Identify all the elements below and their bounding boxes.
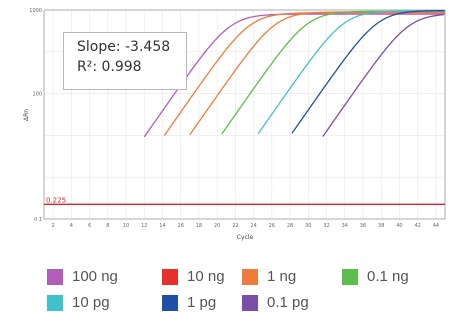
legend-row: 100 ng 10 ng 1 ng 0.1 ng — [47, 268, 447, 294]
legend-item: 0.1 ng — [342, 268, 409, 285]
x-tick-label: 28 — [287, 223, 293, 229]
threshold-line-group: 0.225 — [44, 196, 445, 205]
amplification-curve — [221, 10, 445, 135]
x-tick-label: 4 — [70, 223, 73, 229]
amplification-curve — [163, 12, 445, 136]
x-tick-label: 32 — [323, 223, 329, 229]
y-tick-label: 1000 — [29, 8, 42, 14]
r-squared-text: R²: 0.998 — [77, 59, 142, 75]
legend-swatch — [242, 294, 258, 311]
legend-item: 1 ng — [242, 268, 296, 285]
x-tick-label: 24 — [250, 223, 256, 229]
legend: 100 ng 10 ng 1 ng 0.1 ng 10 pg 1 pg 0.1 pg — [47, 268, 447, 320]
legend-swatch — [242, 268, 258, 285]
legend-swatch — [47, 294, 63, 311]
legend-label: 0.1 pg — [267, 294, 309, 311]
amplification-curves — [143, 9, 445, 138]
x-tick-label: 14 — [159, 223, 165, 229]
legend-label: 10 ng — [187, 268, 225, 285]
regression-annotation: Slope: -3.458 R²: 0.998 — [63, 32, 187, 90]
legend-label: 1 ng — [267, 268, 297, 285]
legend-item: 0.1 pg — [242, 294, 309, 311]
x-tick-label: 18 — [196, 223, 202, 229]
amplification-curve — [143, 13, 445, 138]
x-tick-label: 16 — [178, 223, 184, 229]
x-tick-label: 10 — [123, 223, 129, 229]
x-tick-label: 26 — [269, 223, 275, 229]
legend-label: 100 ng — [72, 268, 118, 285]
x-tick-label: 8 — [106, 223, 109, 229]
x-tick-label: 6 — [88, 223, 91, 229]
legend-row: 10 pg 1 pg 0.1 pg — [47, 294, 447, 320]
legend-swatch — [47, 268, 63, 285]
amplification-curve — [291, 9, 445, 134]
legend-label: 10 pg — [72, 294, 110, 311]
y-tick-label: 0.1 — [34, 217, 42, 223]
x-tick-label: 34 — [342, 223, 348, 229]
x-tick-label: 30 — [305, 223, 311, 229]
x-tick-labels: 2 4 6 8 10 12 14 16 18 20 22 24 26 28 30 32 34 36 38 40 42 44 — [52, 223, 440, 229]
x-tick-label: 20 — [214, 223, 220, 229]
legend-label: 1 pg — [187, 294, 217, 311]
x-tick-label: 22 — [232, 223, 238, 229]
y-axis-title: ΔRn — [23, 109, 30, 121]
x-tick-label: 38 — [378, 223, 384, 229]
legend-item: 100 ng — [47, 268, 118, 285]
plot-frame — [43, 9, 446, 220]
x-axis-title: Cycle — [237, 234, 254, 241]
legend-swatch — [162, 294, 178, 311]
y-tick-label: 100 — [32, 92, 42, 98]
legend-item: 10 ng — [162, 268, 225, 285]
x-tick-label: 2 — [52, 223, 55, 229]
amplification-curve — [257, 10, 445, 135]
x-tick-label: 36 — [360, 223, 366, 229]
x-tick-label: 12 — [141, 223, 147, 229]
amplification-curve — [322, 14, 444, 137]
x-tick-label: 44 — [433, 223, 439, 229]
legend-swatch — [342, 268, 358, 285]
x-tick-label: 40 — [396, 223, 402, 229]
x-tick-label: 42 — [414, 223, 420, 229]
legend-item: 10 pg — [47, 294, 110, 311]
amplification-curve — [189, 11, 445, 136]
slope-text: Slope: -3.458 — [77, 39, 171, 55]
legend-swatch — [162, 268, 178, 285]
threshold-label: 0.225 — [46, 196, 66, 204]
legend-label: 0.1 ng — [367, 268, 409, 285]
legend-item: 1 pg — [162, 294, 216, 311]
y-tick-labels: 0.1 100 1000 — [29, 8, 42, 223]
